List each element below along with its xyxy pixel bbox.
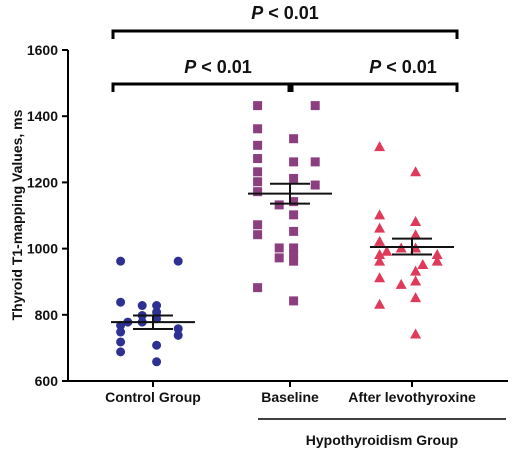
after-levothyroxine-point: [381, 245, 393, 256]
data-marks: [116, 101, 443, 367]
significance-bracket: [111, 29, 459, 39]
control-point: [116, 327, 126, 337]
control-point: [152, 307, 162, 317]
baseline-point: [289, 296, 299, 306]
after-levothyroxine-point: [410, 166, 422, 177]
after-levothyroxine-point: [410, 265, 422, 276]
baseline-point: [253, 220, 263, 230]
after-levothyroxine-point: [374, 249, 386, 260]
baseline-point: [310, 157, 320, 167]
control-point: [116, 337, 126, 347]
significance-bracket: [111, 82, 291, 92]
baseline-point: [289, 256, 299, 266]
baseline-point: [289, 173, 299, 183]
x-category-label: After levothyroxine: [348, 389, 476, 405]
significance-brackets: P < 0.01 P < 0.01 P < 0.01: [111, 3, 459, 92]
y-tick-label: 1400: [27, 108, 58, 124]
baseline-point: [253, 154, 263, 164]
after-levothyroxine-point: [410, 215, 422, 226]
control-point: [152, 314, 162, 324]
after-levothyroxine-point: [410, 229, 422, 240]
p-value-label: P < 0.01: [184, 57, 252, 77]
baseline-point: [289, 226, 299, 236]
after-levothyroxine-point: [374, 298, 386, 309]
baseline-point: [253, 230, 263, 240]
after-levothyroxine-point: [431, 255, 443, 266]
baseline-point: [253, 101, 263, 111]
axes: 600 800 1000 1200 1400 1600 Control Group Basel…: [27, 42, 508, 405]
mean-sem-bars: [111, 182, 454, 331]
x-category-label: Control Group: [105, 389, 201, 405]
control-point: [116, 256, 126, 266]
after-levothyroxine-point: [417, 258, 429, 269]
control-point: [173, 330, 183, 340]
p-value-label: P < 0.01: [369, 57, 437, 77]
control-point: [152, 340, 162, 350]
baseline-point: [310, 101, 320, 111]
baseline-point: [289, 134, 299, 144]
control-point: [152, 301, 162, 311]
baseline-point: [253, 187, 263, 197]
x-category-label: Baseline: [261, 389, 319, 405]
baseline-point: [274, 243, 284, 253]
after-levothyroxine-point: [410, 275, 422, 286]
baseline-point: [289, 157, 299, 167]
after-levothyroxine-point: [374, 222, 386, 233]
baseline-point: [253, 140, 263, 150]
y-tick-label: 1600: [27, 42, 58, 58]
baseline-point: [289, 250, 299, 260]
control-point: [173, 324, 183, 334]
baseline-point: [253, 124, 263, 134]
after-levothyroxine-point: [395, 278, 407, 289]
p-value-label: P < 0.01: [251, 3, 319, 23]
after-levothyroxine-point: [431, 249, 443, 260]
baseline-point: [274, 253, 284, 263]
after-levothyroxine-point: [410, 292, 422, 303]
y-tick-label: 600: [35, 373, 59, 389]
y-tick-label: 800: [35, 307, 59, 323]
baseline-point: [253, 167, 263, 177]
baseline-point: [274, 200, 284, 210]
control-point: [116, 347, 126, 357]
baseline-point: [310, 180, 320, 190]
y-tick-label: 1000: [27, 241, 58, 257]
after-levothyroxine-point: [374, 235, 386, 246]
control-point: [152, 357, 162, 367]
after-levothyroxine-point: [374, 209, 386, 220]
control-point: [137, 301, 147, 311]
after-levothyroxine-point: [374, 141, 386, 152]
group-label-text: Hypothyroidism Group: [306, 432, 458, 448]
control-point: [116, 320, 126, 330]
significance-bracket: [290, 82, 459, 92]
hypothyroidism-group-label: Hypothyroidism Group: [258, 418, 506, 448]
after-levothyroxine-point: [410, 328, 422, 339]
baseline-point: [289, 197, 299, 207]
y-tick-label: 1200: [27, 174, 58, 190]
after-levothyroxine-point: [374, 255, 386, 266]
after-levothyroxine-point: [374, 272, 386, 283]
control-point: [116, 297, 126, 307]
baseline-point: [289, 243, 299, 253]
control-point: [173, 256, 183, 266]
y-axis-title: Thyroid T1-mapping Values, ms: [9, 109, 25, 320]
baseline-point: [253, 283, 263, 293]
baseline-point: [289, 210, 299, 220]
baseline-point: [253, 177, 263, 187]
